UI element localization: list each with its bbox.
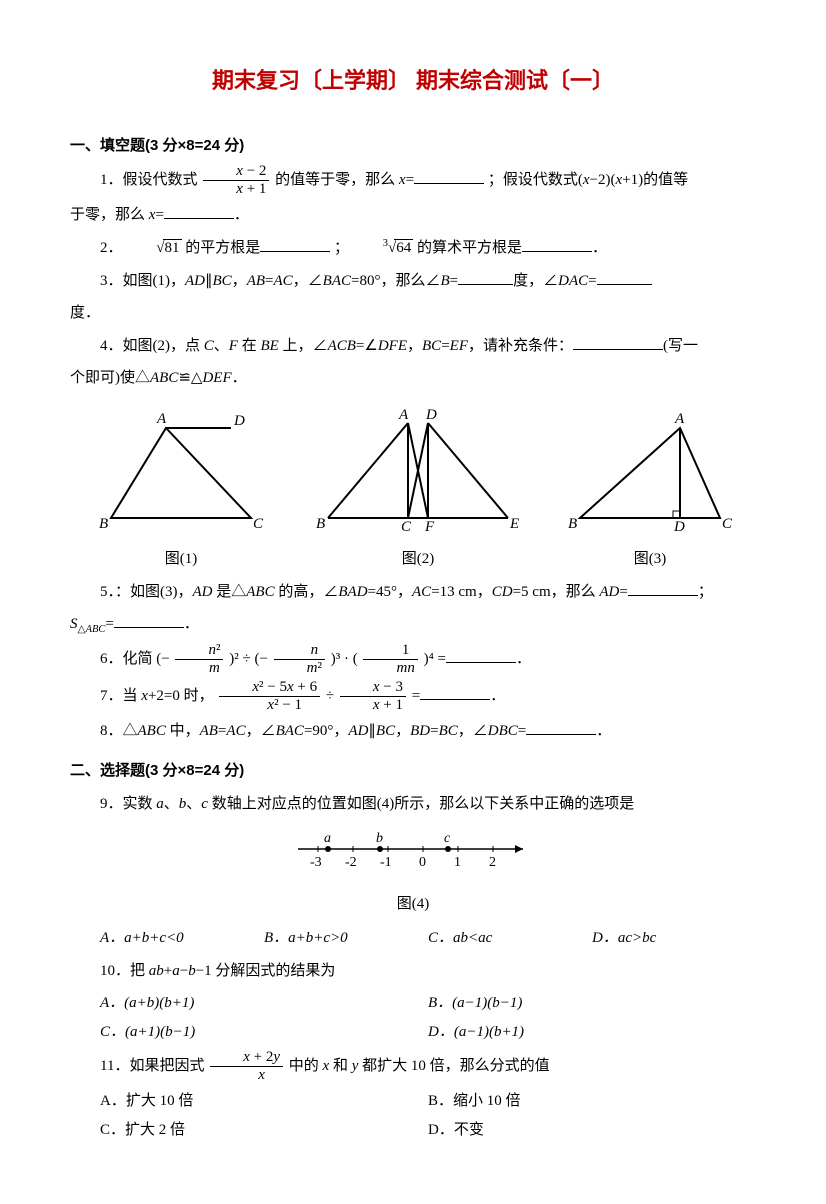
svg-text:0: 0 <box>419 855 426 870</box>
figure-2: A D B C F E 图(2) <box>313 403 523 574</box>
q11-options: A．扩大 10 倍 B．缩小 10 倍 C．扩大 2 倍 D．不变 <box>100 1087 756 1144</box>
q4: 4．如图(2)，点 C、F 在 BE 上，∠ACB=∠DFE，BC=EF，请补充… <box>70 332 756 361</box>
svg-text:D: D <box>233 413 245 429</box>
q5: 5．：如图(3)，AD 是△ABC 的高，∠BAD=45°，AC=13 cm，C… <box>70 578 756 607</box>
svg-text:B: B <box>99 516 108 532</box>
q7: 7．当 x+2=0 时， x² − 5x + 6x² − 1 ÷ x − 3x … <box>70 680 756 713</box>
blank <box>526 719 596 735</box>
figure-4: a b c -3 -2 -1 0 1 2 图(4) <box>70 824 756 918</box>
q8: 8．△ABC 中，AB=AC，∠BAC=90°，AD∥BC，BD=BC，∠DBC… <box>70 717 756 746</box>
frac-q11: x + 2yx <box>210 1050 283 1083</box>
q2: 2． √81 的平方根是 ； 3√64 的算术平方根是． <box>70 234 756 263</box>
q9-options: A．a+b+c<0 B．a+b+c>0 C．ab<ac D．ac>bc <box>100 924 756 953</box>
frac-n-m2: nm² <box>274 643 325 676</box>
svg-text:C: C <box>722 516 733 532</box>
opt-9b: B．a+b+c>0 <box>264 924 428 953</box>
svg-text:-1: -1 <box>380 855 392 870</box>
section-1-head: 一、填空题(3 分×8=24 分) <box>70 132 756 161</box>
blank <box>260 236 330 252</box>
fig3-caption: 图(3) <box>565 545 735 574</box>
frac-1-mn: 1mn <box>363 643 417 676</box>
q9: 9．实数 a、b、c 数轴上对应点的位置如图(4)所示，那么以下关系中正确的选项… <box>70 790 756 819</box>
blank <box>446 647 516 663</box>
page-title: 期末复习〔上学期〕 期末综合测试〔一〕 <box>70 60 756 102</box>
blank <box>597 269 652 285</box>
svg-text:B: B <box>568 516 577 532</box>
frac-n2-m: n²m <box>175 643 223 676</box>
opt-11d: D．不变 <box>428 1116 756 1145</box>
opt-10b: B．(a−1)(b−1) <box>428 989 756 1018</box>
blank <box>458 269 513 285</box>
svg-text:A: A <box>674 411 685 427</box>
q10: 10．把 ab+a−b−1 分解因式的结果为 <box>70 957 756 986</box>
figure-1: A D B C 图(1) <box>91 403 271 574</box>
svg-text:F: F <box>424 519 435 533</box>
svg-text:B: B <box>316 516 325 532</box>
svg-text:1: 1 <box>454 855 461 870</box>
q1: 1．假设代数式 x − 2 x + 1 的值等于零，那么 x= ；假设代数式(x… <box>70 164 756 197</box>
q3: 3．如图(1)，AD∥BC，AB=AC，∠BAC=80°，那么∠B=度，∠DAC… <box>70 267 756 296</box>
figure-3: A B D C 图(3) <box>565 403 735 574</box>
frac-q7b: x − 3x + 1 <box>340 680 406 713</box>
sqrt-81: √81 <box>126 234 181 263</box>
svg-text:D: D <box>673 519 685 533</box>
svg-text:A: A <box>156 411 167 427</box>
fig2-caption: 图(2) <box>313 545 523 574</box>
q3-line2: 度． <box>70 299 756 328</box>
figures-row: A D B C 图(1) A D B C F E 图(2) <box>70 403 756 574</box>
blank <box>628 580 698 596</box>
opt-10a: A．(a+b)(b+1) <box>100 989 428 1018</box>
svg-text:a: a <box>324 831 331 846</box>
svg-text:E: E <box>509 516 519 532</box>
blank <box>522 236 592 252</box>
q1-text2: 的值等于零，那么 <box>275 172 399 188</box>
svg-text:A: A <box>398 407 409 423</box>
blank <box>414 168 484 184</box>
blank <box>114 612 184 628</box>
q1-line2: 于零，那么 x=． <box>70 201 756 230</box>
q1-text: 1．假设代数式 <box>100 172 201 188</box>
frac-q7a: x² − 5x + 6x² − 1 <box>219 680 320 713</box>
blank <box>420 684 490 700</box>
svg-text:-3: -3 <box>310 855 322 870</box>
opt-9c: C．ab<ac <box>428 924 592 953</box>
fig1-caption: 图(1) <box>91 545 271 574</box>
opt-9d: D．ac>bc <box>592 924 756 953</box>
q10-options: A．(a+b)(b+1) B．(a−1)(b−1) C．(a+1)(b−1) D… <box>100 989 756 1046</box>
svg-text:C: C <box>401 519 412 533</box>
section-2-head: 二、选择题(3 分×8=24 分) <box>70 757 756 786</box>
blank <box>573 334 663 350</box>
q6: 6．化简 (− n²m )² ÷ (− nm² )³ · ( 1mn )⁴ =． <box>70 643 756 676</box>
q11: 11．如果把因式 x + 2yx 中的 x 和 y 都扩大 10 倍，那么分式的… <box>70 1050 756 1083</box>
svg-text:2: 2 <box>489 855 496 870</box>
opt-9a: A．a+b+c<0 <box>100 924 264 953</box>
frac-x-2-over-x-1: x − 2 x + 1 <box>203 164 269 197</box>
q4-line2: 个即可)使△ABC≌△DEF． <box>70 364 756 393</box>
blank <box>164 203 234 219</box>
q1-text3: ；假设代数式( <box>488 172 583 188</box>
svg-text:c: c <box>444 831 451 846</box>
opt-10d: D．(a−1)(b+1) <box>428 1018 756 1047</box>
opt-11b: B．缩小 10 倍 <box>428 1087 756 1116</box>
cbrt-64: 3√64 <box>353 234 413 263</box>
svg-text:D: D <box>425 407 437 423</box>
opt-11a: A．扩大 10 倍 <box>100 1087 428 1116</box>
opt-10c: C．(a+1)(b−1) <box>100 1018 428 1047</box>
svg-text:b: b <box>376 831 383 846</box>
opt-11c: C．扩大 2 倍 <box>100 1116 428 1145</box>
svg-text:C: C <box>253 516 264 532</box>
q5-line2: S△ABC=． <box>70 610 756 639</box>
fig4-caption: 图(4) <box>70 890 756 919</box>
svg-text:-2: -2 <box>345 855 357 870</box>
